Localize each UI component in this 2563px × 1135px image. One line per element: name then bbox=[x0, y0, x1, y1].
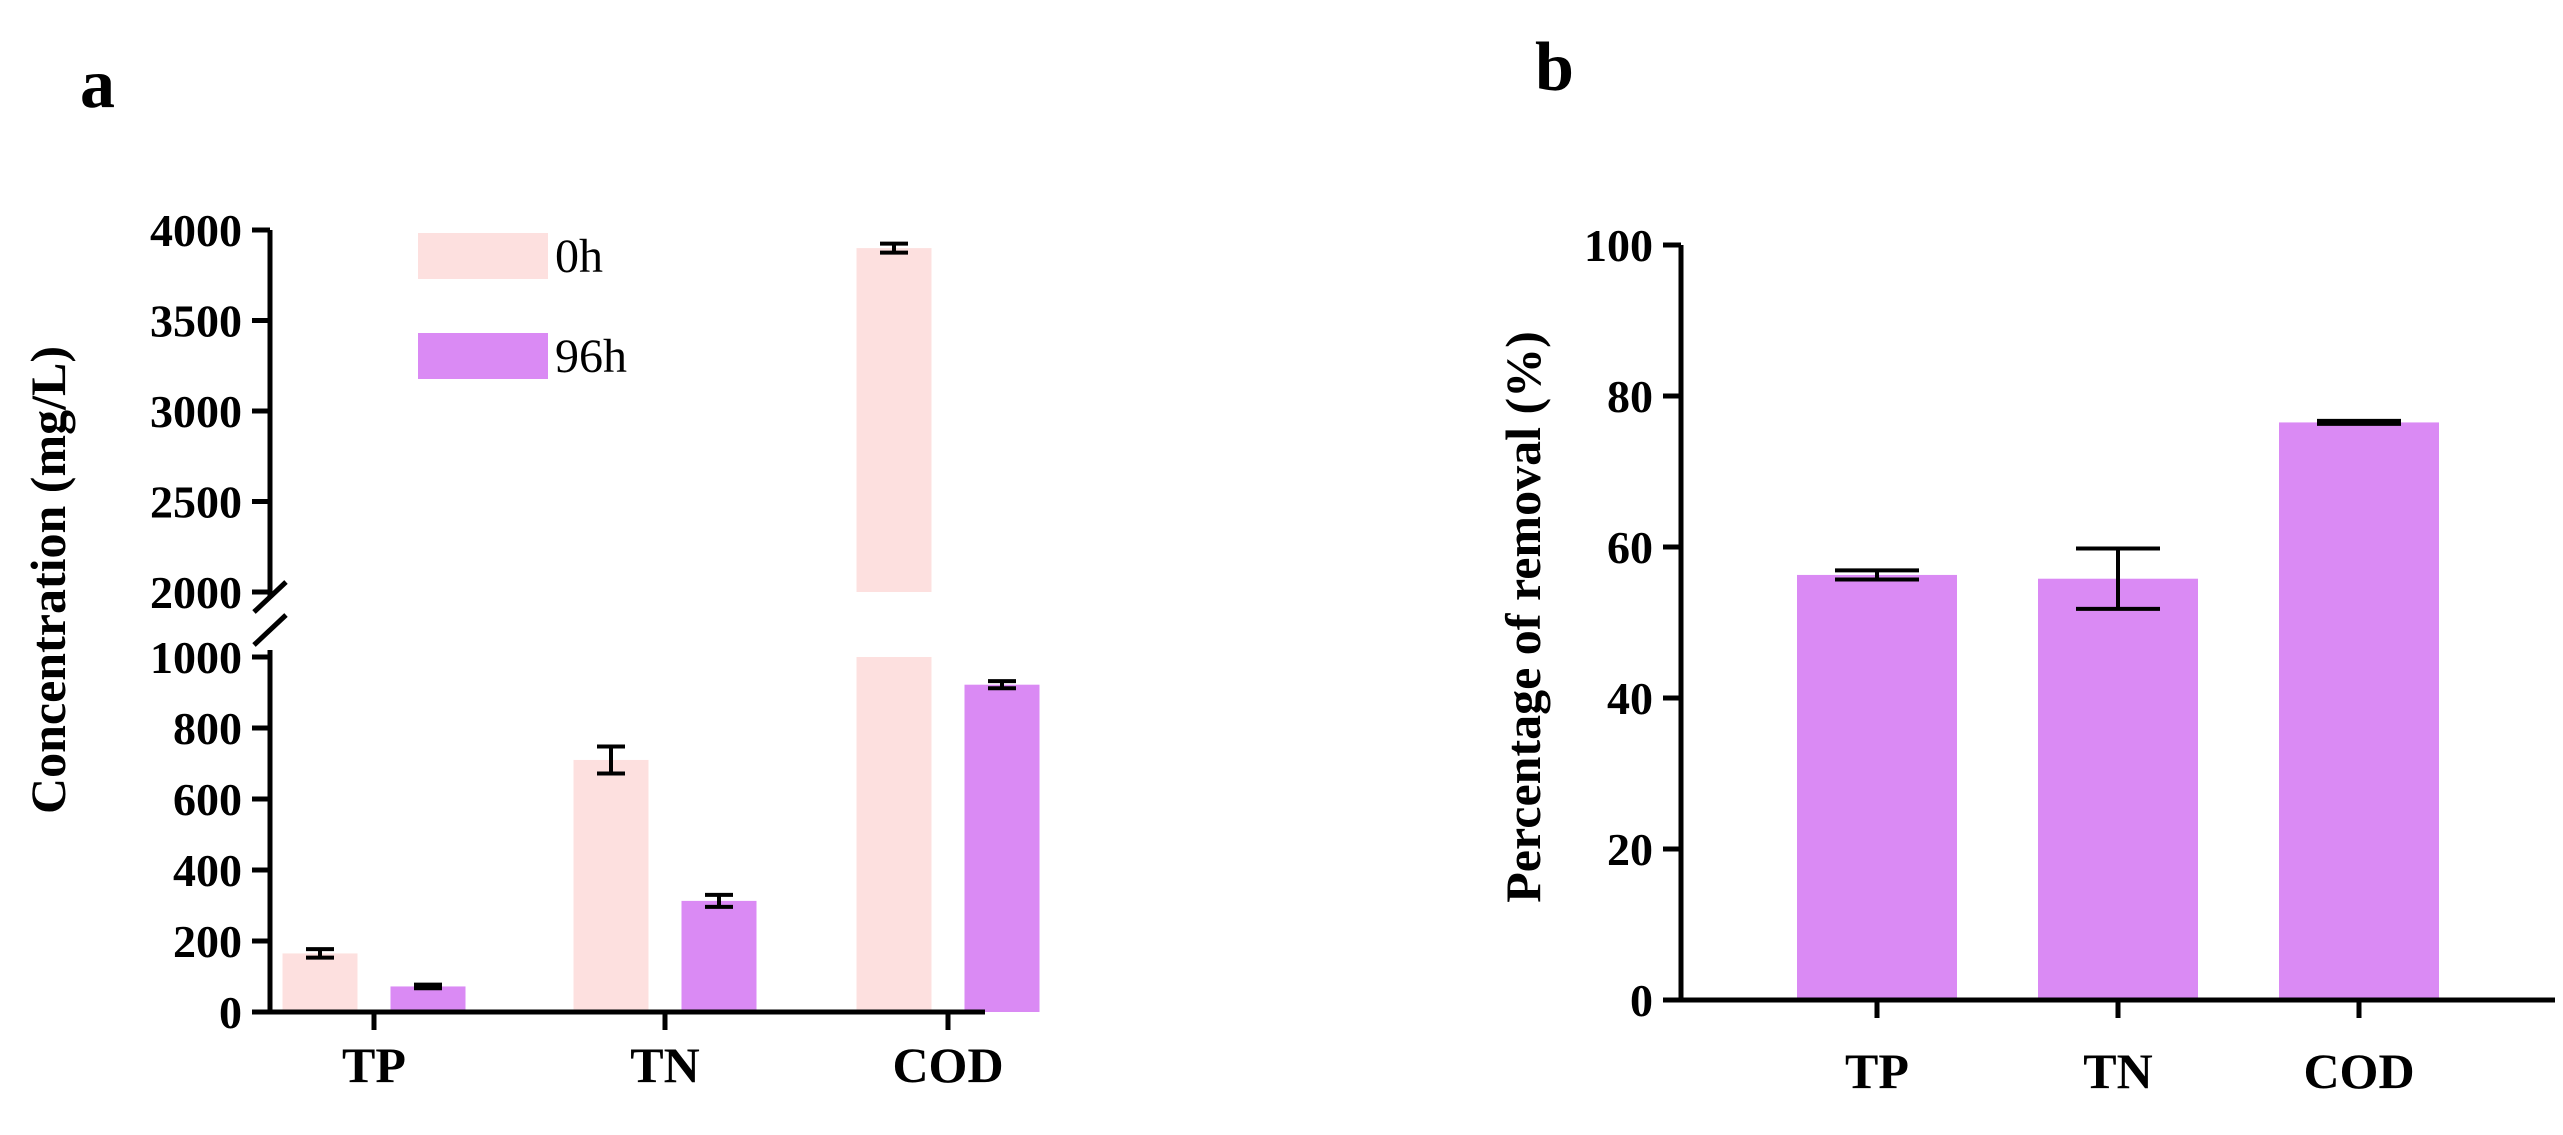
chart-b-ytick-label-80: 80 bbox=[1607, 371, 1653, 422]
chart-a-xtick-label-cod: COD bbox=[892, 1037, 1003, 1093]
chart-a-ytick-label-3500: 3500 bbox=[150, 296, 242, 347]
legend-swatch-96h bbox=[418, 333, 548, 379]
chart-a-ytick-label-2000: 2000 bbox=[150, 567, 242, 618]
bar-96h-tn bbox=[681, 900, 757, 1012]
chart-a-axis-break-upper bbox=[252, 580, 288, 614]
bar-0h-tn bbox=[573, 759, 649, 1012]
chart-a-axis-break-lower bbox=[252, 613, 288, 647]
bar-0h-tp bbox=[282, 953, 358, 1012]
chart-a-ytick-label-0: 0 bbox=[219, 987, 242, 1038]
chart-b-ytick-label-40: 40 bbox=[1607, 673, 1653, 724]
bar-96h-tp bbox=[390, 986, 466, 1012]
chart-b-xtick-label-tn: TN bbox=[2083, 1043, 2152, 1099]
chart-a-ytick-label-3000: 3000 bbox=[150, 386, 242, 437]
chart-b-xtick-label-tp: TP bbox=[1845, 1043, 1909, 1099]
chart-b-y-axis-title: Percentage of removal (%) bbox=[1495, 331, 1551, 903]
chart-a-ytick-label-600: 600 bbox=[173, 774, 242, 825]
chart-a-ytick-label-800: 800 bbox=[173, 703, 242, 754]
chart-b-ytick-label-100: 100 bbox=[1584, 220, 1653, 271]
chart-b: 0 20 40 60 80 100 TP TN COD bbox=[1584, 220, 2555, 1099]
chart-a-xtick-label-tn: TN bbox=[630, 1037, 699, 1093]
chart-a-xtick-label-tp: TP bbox=[342, 1037, 406, 1093]
bar-removal-cod bbox=[2279, 422, 2439, 1000]
chart-a-ytick-label-4000: 4000 bbox=[150, 205, 242, 256]
panel-a-letter: a bbox=[80, 46, 115, 123]
legend-label-96h: 96h bbox=[555, 330, 627, 383]
chart-a-ytick-label-200: 200 bbox=[173, 916, 242, 967]
chart-b-ytick-label-20: 20 bbox=[1607, 824, 1653, 875]
bar-0h-cod-lower bbox=[856, 657, 932, 1012]
chart-b-ytick-label-0: 0 bbox=[1630, 975, 1653, 1026]
chart-a-ytick-label-400: 400 bbox=[173, 845, 242, 896]
panel-b-letter: b bbox=[1535, 29, 1574, 106]
legend-swatch-0h bbox=[418, 233, 548, 279]
bar-96h-cod bbox=[964, 684, 1040, 1012]
chart-a-ytick-label-2500: 2500 bbox=[150, 477, 242, 528]
bar-removal-tp bbox=[1797, 574, 1957, 1000]
bar-0h-cod-upper bbox=[856, 248, 932, 592]
legend-label-0h: 0h bbox=[555, 230, 603, 283]
chart-b-xtick-label-cod: COD bbox=[2303, 1043, 2414, 1099]
chart-a: 0 200 400 600 800 1000 2000 2500 3000 3500 4000 TP T… bbox=[150, 205, 1040, 1093]
chart-b-ytick-label-60: 60 bbox=[1607, 522, 1653, 573]
chart-a-ytick-label-1000: 1000 bbox=[150, 632, 242, 683]
chart-a-y-axis-title: Concentration (mg/L) bbox=[20, 346, 76, 814]
bar-removal-tn bbox=[2038, 578, 2198, 1000]
